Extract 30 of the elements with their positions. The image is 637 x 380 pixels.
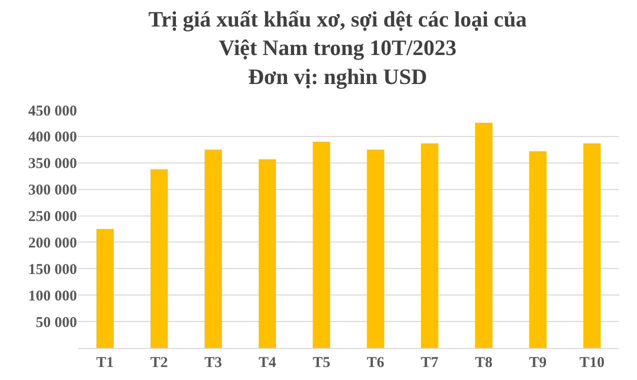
y-tick-label: 50 000 xyxy=(36,314,77,331)
y-tick-label: 100 000 xyxy=(28,288,77,304)
x-tick-label: T5 xyxy=(312,355,330,371)
y-tick-label: 250 000 xyxy=(28,209,77,226)
y-tick-label: 150 000 xyxy=(28,262,77,278)
bar xyxy=(150,169,168,348)
y-tick-label: 350 000 xyxy=(28,156,77,172)
bar xyxy=(583,143,601,348)
bar xyxy=(312,142,330,348)
x-tick-label: T10 xyxy=(579,355,604,371)
y-tick-label: 300 000 xyxy=(28,182,77,199)
y-tick-label: 200 000 xyxy=(28,235,77,252)
bar xyxy=(366,150,384,348)
x-tick-label: T7 xyxy=(420,355,439,371)
y-tick-label: 400 000 xyxy=(28,130,77,146)
x-tick-label: T4 xyxy=(258,355,277,371)
bar xyxy=(96,229,114,348)
x-tick-label: T8 xyxy=(474,355,493,371)
bar xyxy=(204,150,222,348)
bar xyxy=(475,122,492,348)
y-tick-label: 450 000 xyxy=(28,103,77,120)
bar xyxy=(258,159,276,348)
x-tick-label: T3 xyxy=(204,355,222,371)
x-tick-label: T2 xyxy=(150,355,168,371)
bar xyxy=(420,143,438,348)
x-tick-label: T9 xyxy=(529,355,547,371)
x-tick-label: T6 xyxy=(366,355,385,371)
chart-title: Trị giá xuất khẩu xơ, sợi dệt các loại của Việt Nam trong 10T/2023 Đơn vị: nghìn USD xyxy=(148,6,527,89)
x-tick-label: T1 xyxy=(96,355,114,371)
bar xyxy=(529,151,547,348)
